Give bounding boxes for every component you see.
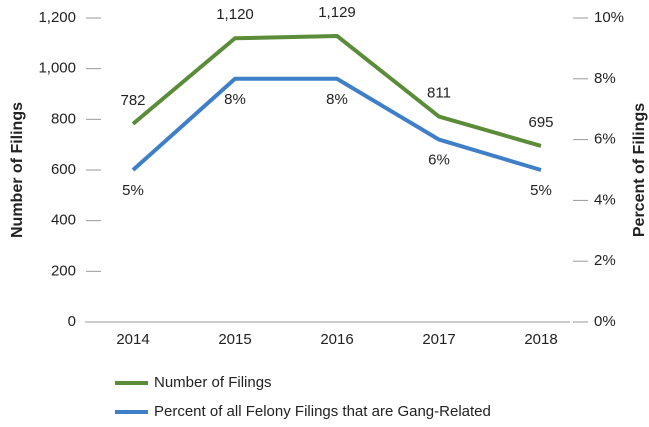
x-tick-label: 2014 bbox=[116, 331, 149, 348]
y2-tick-label: 10% bbox=[594, 9, 624, 26]
y-tick-label: 800 bbox=[51, 110, 76, 127]
data-label: 695 bbox=[528, 114, 553, 131]
x-tick-label: 2015 bbox=[218, 331, 251, 348]
x-tick-label: 2016 bbox=[320, 331, 353, 348]
data-label: 1,129 bbox=[318, 4, 356, 21]
y2-tick-label: 6% bbox=[594, 131, 616, 148]
y2-tick-label: 4% bbox=[594, 191, 616, 208]
data-label: 8% bbox=[326, 91, 348, 108]
y-tick-label: 1,200 bbox=[38, 9, 76, 26]
y-tick-label: 200 bbox=[51, 262, 76, 279]
x-tick-label: 2018 bbox=[524, 331, 557, 348]
y-tick-label: 0 bbox=[68, 313, 76, 330]
data-label: 5% bbox=[122, 182, 144, 199]
y-tick-label: 400 bbox=[51, 212, 76, 229]
y2-tick-label: 2% bbox=[594, 252, 616, 269]
data-line bbox=[131, 76, 542, 172]
data-label: 6% bbox=[428, 152, 450, 169]
y-tick-label: 1,000 bbox=[38, 60, 76, 77]
y-axis-title: Number of Filings bbox=[9, 102, 26, 238]
legend-label: Percent of all Felony Filings that are G… bbox=[154, 403, 491, 420]
data-label: 811 bbox=[427, 85, 451, 102]
x-tick-label: 2017 bbox=[422, 331, 455, 348]
y2-tick-label: 0% bbox=[594, 313, 616, 330]
data-label: 1,120 bbox=[216, 6, 254, 23]
data-label: 8% bbox=[224, 91, 246, 108]
data-label: 782 bbox=[120, 92, 145, 109]
y2-tick-label: 8% bbox=[594, 70, 616, 87]
legend-label: Number of Filings bbox=[154, 374, 272, 391]
data-label: 5% bbox=[530, 182, 552, 199]
y-tick-label: 600 bbox=[51, 161, 76, 178]
data-line bbox=[131, 33, 542, 148]
y2-axis-title: Percent of Filings bbox=[631, 103, 648, 237]
